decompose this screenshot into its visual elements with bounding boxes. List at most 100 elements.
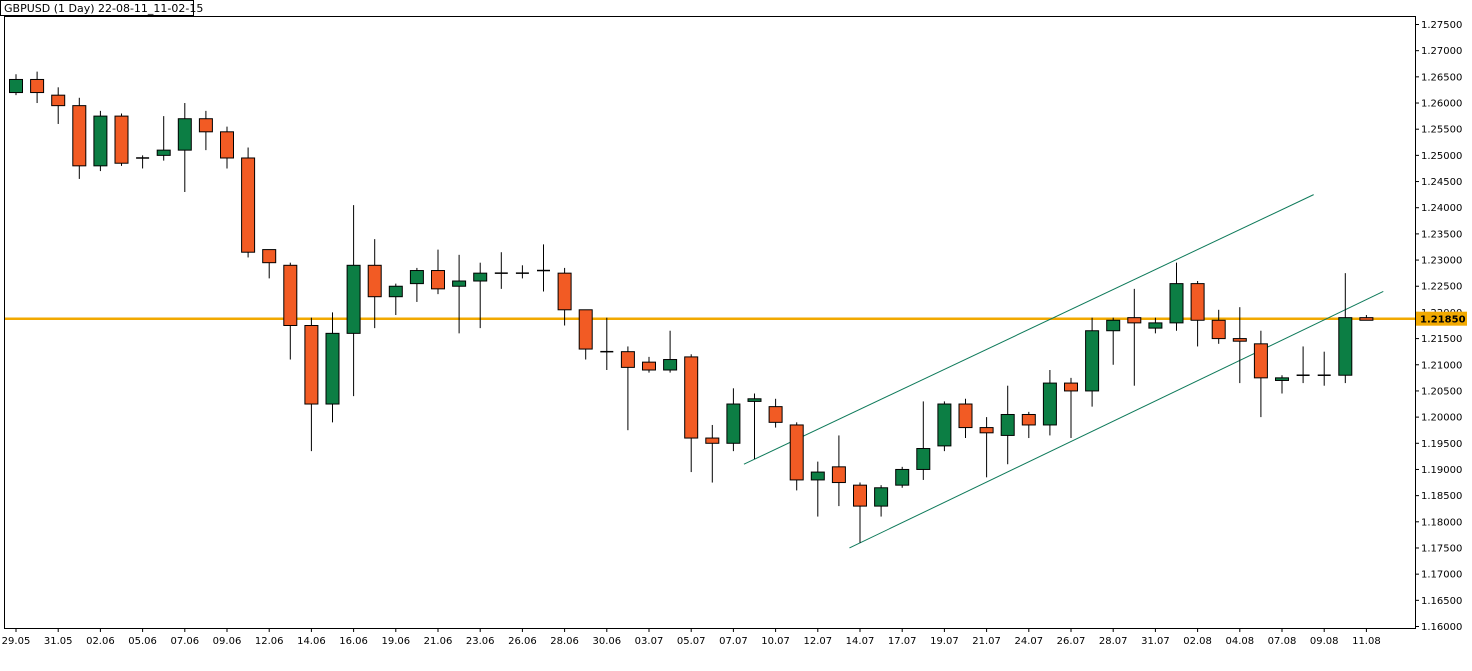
y-tick-label: 1.25000 (1421, 151, 1462, 162)
candle-body-bull (177, 118, 192, 151)
x-tick-label: 11.08 (1352, 636, 1381, 647)
candle (473, 262, 488, 329)
x-tick-label: 14.06 (297, 636, 326, 647)
x-tick-label: 09.06 (213, 636, 242, 647)
candle (72, 97, 87, 179)
candle-body-bear (705, 437, 720, 444)
candle (895, 466, 910, 488)
x-tick-label: 28.06 (550, 636, 579, 647)
x-tick-label: 31.05 (44, 636, 73, 647)
candle (958, 398, 973, 439)
x-tick-label: 24.07 (1014, 636, 1043, 647)
current-price-label-bg (1416, 311, 1467, 326)
candle-body-bear (684, 356, 699, 439)
candle-body-bear (114, 115, 129, 164)
candle (705, 424, 720, 483)
channel-lines-group (743, 194, 1384, 549)
x-tick-label: 17.07 (888, 636, 917, 647)
x-tick-label: 02.06 (86, 636, 115, 647)
candle (578, 309, 593, 360)
y-tick-label: 1.20500 (1421, 386, 1462, 397)
candle (1359, 315, 1374, 321)
x-tick-label: 21.07 (972, 636, 1001, 647)
title-box (0, 0, 194, 16)
y-tick-label: 1.19000 (1421, 465, 1462, 476)
candle-body-bull (916, 448, 931, 470)
candle (1021, 411, 1036, 439)
candle (537, 244, 550, 292)
y-tick-label: 1.20000 (1421, 413, 1462, 424)
x-tick-label: 02.08 (1183, 636, 1212, 647)
candle-body-bear (979, 427, 994, 434)
x-tick-label: 29.05 (2, 636, 31, 647)
candle-body-bear (241, 157, 256, 253)
y-tick-label: 1.23000 (1421, 256, 1462, 267)
candle-body-bull (937, 403, 952, 447)
candle-body-bull (473, 272, 488, 282)
x-tick-label: 28.07 (1099, 636, 1128, 647)
candle (51, 87, 66, 124)
candle-body-bull (1148, 322, 1163, 329)
candle-body-bull (1085, 330, 1100, 392)
candle (1127, 288, 1142, 386)
candle-body-bull (1042, 382, 1057, 426)
candle-body-bull (747, 398, 762, 402)
x-tick-label: 16.06 (339, 636, 368, 647)
candles-group (9, 71, 1374, 543)
candle-body-bull (726, 403, 741, 444)
candle (1085, 317, 1100, 407)
candle (1317, 351, 1331, 386)
candle (325, 312, 340, 423)
candle-body-bull (409, 270, 424, 285)
candle-body-bear (1127, 317, 1142, 324)
candle (600, 317, 614, 370)
candle (557, 267, 572, 326)
candle (262, 249, 277, 279)
candle-body-bear (367, 264, 382, 298)
candle (198, 110, 213, 151)
candle (1148, 317, 1163, 334)
y-tick-label: 1.16000 (1421, 622, 1462, 633)
y-tick-label: 1.17500 (1421, 543, 1462, 554)
candle-body-bear (1232, 338, 1247, 342)
candle (494, 252, 508, 289)
y-tick-label: 1.24500 (1421, 177, 1462, 188)
x-tick-label: 03.07 (635, 636, 664, 647)
candle (30, 71, 45, 104)
x-tick-label: 30.06 (592, 636, 621, 647)
candle-body-bear (620, 351, 635, 368)
y-tick-label: 1.27000 (1421, 46, 1462, 57)
candle (409, 267, 424, 302)
candle-body-bull (874, 487, 889, 507)
candle (853, 482, 867, 543)
candle (304, 317, 319, 452)
candle-body-bull (156, 149, 171, 156)
candle-body-bear (1253, 343, 1268, 379)
y-tick-label: 1.26000 (1421, 99, 1462, 110)
x-tick-label: 23.06 (466, 636, 495, 647)
x-tick-label: 12.07 (803, 636, 832, 647)
candle-body-bull (663, 359, 678, 371)
x-tick-label: 14.07 (846, 636, 875, 647)
candle (810, 461, 825, 517)
candle (1190, 281, 1205, 347)
candle (1275, 375, 1289, 394)
y-tick-label: 1.18500 (1421, 491, 1462, 502)
candle (1042, 369, 1057, 436)
candle-body-bear (958, 403, 973, 429)
x-tick-label: 07.08 (1268, 636, 1297, 647)
candle-body-bull (1106, 319, 1121, 332)
y-tick-label: 1.21000 (1421, 360, 1462, 371)
x-tick-label: 10.07 (761, 636, 790, 647)
candle (789, 422, 804, 491)
candle (241, 147, 256, 258)
candle (156, 116, 171, 161)
candle-body-bull (895, 468, 910, 486)
plot-area-border (4, 16, 1416, 629)
candle-body-bull (1338, 317, 1353, 376)
candle (283, 262, 298, 360)
x-axis: 29.05 31.05 02.06 05.06 07.06 09.06 12.06 14.06… (2, 628, 1381, 647)
candle-body-bear (51, 94, 66, 107)
y-tick-label: 1.27500 (1421, 20, 1462, 31)
